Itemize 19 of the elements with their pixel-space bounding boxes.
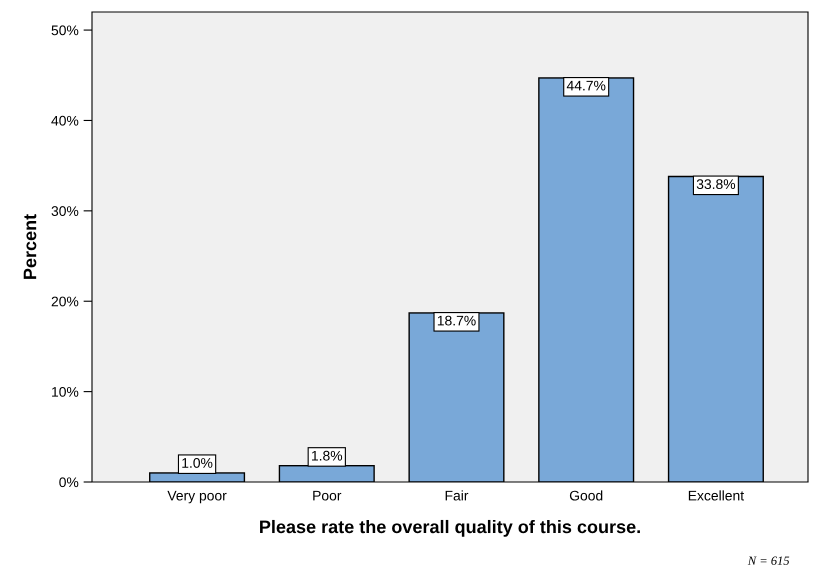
y-tick-label: 30% [52,206,78,216]
x-tick-label: Fair [446,490,468,501]
data-label: 18.7% [438,316,476,326]
y-tick-label: 20% [52,296,78,306]
data-label: 1.8% [312,450,342,461]
x-tick-label: Poor [313,490,342,501]
data-label: 1.0% [182,458,212,468]
x-axis-title: Please rate the overall quality of this course. [260,520,640,537]
y-tick-label: 40% [51,116,78,126]
x-tick-label: Very poor [167,490,227,504]
x-tick-label: Good [570,490,602,501]
y-axis-title: Percent [24,214,36,279]
data-label: 33.8% [696,179,736,190]
y-tick-label: 10% [52,386,78,397]
text: N = 615 [748,556,790,565]
y-tick-label: 0% [59,477,78,488]
data-label: 44.7% [566,80,606,90]
x-tick-label: Excellent [688,490,744,501]
y-tick-label: 50% [52,25,78,36]
